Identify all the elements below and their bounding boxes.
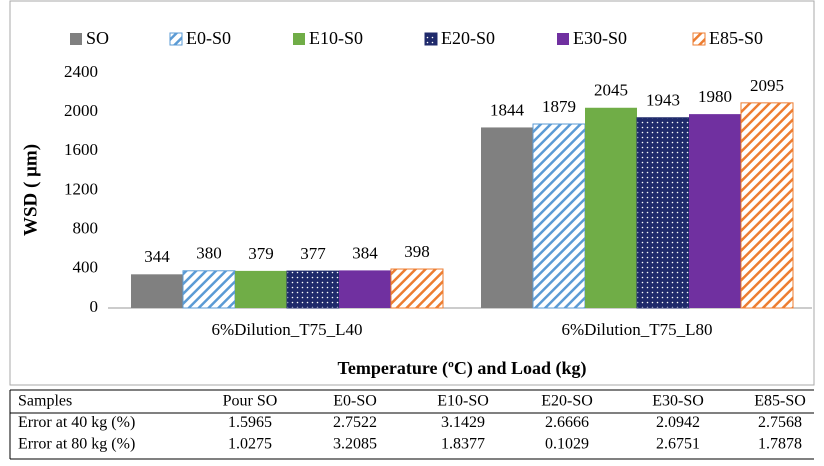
table-cell: E85-SO bbox=[754, 393, 806, 410]
bar bbox=[636, 117, 690, 309]
legend-label: E30-S0 bbox=[573, 28, 627, 48]
x-tick-label: 6%Dilution_T75_L80 bbox=[561, 320, 712, 339]
y-tick-label: 400 bbox=[73, 258, 99, 277]
row-label: Error at 40 kg (%) bbox=[18, 414, 135, 431]
bar bbox=[339, 270, 391, 308]
legend-swatch bbox=[169, 32, 183, 46]
data-label: 384 bbox=[352, 243, 378, 262]
legend-label: E85-S0 bbox=[709, 28, 763, 48]
legend-label: SO bbox=[86, 28, 109, 48]
data-label: 2045 bbox=[594, 81, 628, 100]
bar bbox=[390, 268, 444, 309]
bar bbox=[481, 127, 533, 308]
bar bbox=[182, 270, 236, 309]
y-tick-label: 1600 bbox=[64, 140, 98, 159]
legend-swatch bbox=[70, 33, 82, 45]
legend-swatch bbox=[293, 33, 305, 45]
table-cell: 1.7878 bbox=[758, 436, 802, 453]
legend-label: E10-S0 bbox=[309, 28, 363, 48]
data-label: 380 bbox=[196, 244, 222, 263]
y-tick-label: 2000 bbox=[64, 101, 98, 120]
data-label: 377 bbox=[300, 244, 326, 263]
table-cell: 2.6751 bbox=[656, 436, 700, 453]
legend-swatch bbox=[424, 32, 438, 46]
table-cell: 3.1429 bbox=[441, 414, 485, 431]
data-label: 1943 bbox=[646, 91, 680, 110]
table-cell: 2.7568 bbox=[758, 414, 802, 431]
table-cell: 2.6666 bbox=[545, 414, 589, 431]
y-tick-label: 0 bbox=[90, 297, 99, 316]
table-cell: 2.0942 bbox=[656, 414, 700, 431]
bar bbox=[235, 270, 287, 308]
bar bbox=[740, 102, 794, 309]
data-label: 1879 bbox=[542, 97, 576, 116]
bar bbox=[585, 107, 637, 309]
data-label: 2095 bbox=[750, 76, 784, 95]
y-tick-label: 800 bbox=[73, 219, 99, 238]
legend-swatch bbox=[557, 33, 569, 45]
table-cell: 1.8377 bbox=[441, 436, 485, 453]
row-label: Error at 80 kg (%) bbox=[18, 436, 135, 453]
legend-label: E0-S0 bbox=[186, 28, 231, 48]
data-label: 398 bbox=[404, 242, 430, 261]
table-cell: 1.5965 bbox=[228, 414, 272, 431]
table-cell: E30-SO bbox=[652, 393, 704, 410]
table-cell: 2.7522 bbox=[333, 414, 377, 431]
x-axis-title: Temperature (ºC) and Load (kg) bbox=[338, 358, 587, 379]
legend-label: E20-S0 bbox=[441, 28, 495, 48]
table-cell: 1.0275 bbox=[228, 436, 272, 453]
bar bbox=[532, 123, 586, 309]
table-cell: E0-SO bbox=[333, 393, 377, 410]
data-label: 1980 bbox=[698, 87, 732, 106]
y-axis-title: WSD ( μm) bbox=[20, 144, 41, 236]
row-label: Samples bbox=[18, 393, 72, 410]
table-cell: E20-SO bbox=[541, 393, 593, 410]
table-cell: Pour SO bbox=[223, 393, 278, 410]
y-tick-label: 1200 bbox=[64, 179, 98, 198]
data-label: 1844 bbox=[490, 100, 525, 119]
y-tick-label: 2400 bbox=[64, 62, 98, 81]
data-label: 344 bbox=[144, 247, 170, 266]
legend-swatch bbox=[692, 32, 706, 46]
chart-border bbox=[9, 0, 815, 386]
data-label: 379 bbox=[248, 244, 274, 263]
bar bbox=[689, 114, 741, 308]
table-cell: E10-SO bbox=[437, 393, 489, 410]
table-cell: 3.2085 bbox=[333, 436, 377, 453]
bar bbox=[131, 274, 183, 308]
bar bbox=[286, 270, 340, 309]
x-tick-label: 6%Dilution_T75_L40 bbox=[211, 320, 362, 339]
table-cell: 0.1029 bbox=[545, 436, 589, 453]
